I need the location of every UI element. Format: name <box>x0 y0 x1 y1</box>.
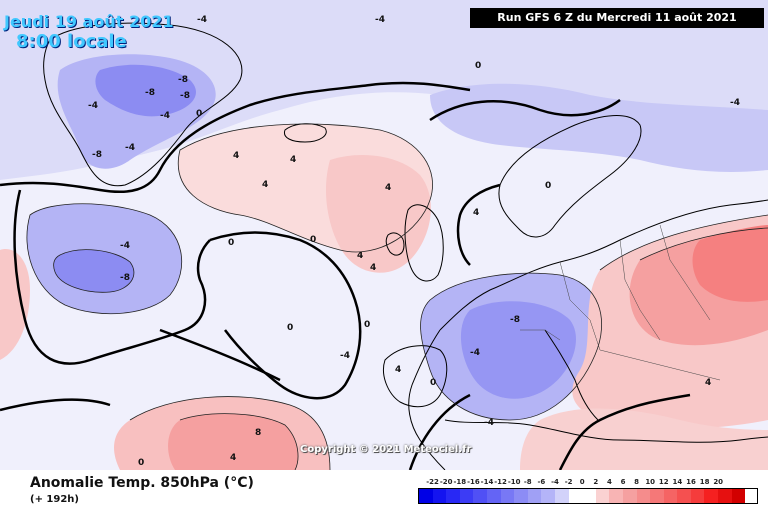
contour-label: 4 <box>290 155 296 165</box>
forecast-date: Jeudi 19 août 2021 <box>4 12 174 31</box>
scale-tick-label: 14 <box>672 478 683 486</box>
contour-label: 0 <box>430 378 436 388</box>
contour-label: -4 <box>340 351 350 361</box>
contour-label: 0 <box>138 458 144 468</box>
scale-tick-label: -4 <box>551 478 559 486</box>
model-run-banner: Run GFS 6 Z du Mercredi 11 août 2021 <box>470 8 764 28</box>
contour-label: -8 <box>145 88 155 98</box>
contour-label: 0 <box>310 235 316 245</box>
scale-swatch <box>622 489 637 503</box>
anomaly-map: -4 -4 0 -8 -8 -8 -4 -4 0 -4 -8 -4 0 4 4 … <box>0 0 768 470</box>
scale-tick-label: 6 <box>620 478 626 486</box>
contour-label: -4 <box>120 241 130 251</box>
scale-tick-label: 8 <box>634 478 640 486</box>
scale-swatch <box>609 489 623 503</box>
contour-label: 4 <box>357 251 363 261</box>
scale-bar <box>418 488 758 504</box>
contour-label: 8 <box>255 428 261 438</box>
contour-label: 0 <box>287 323 293 333</box>
scale-swatch <box>595 489 610 503</box>
scale-swatch <box>541 489 555 503</box>
contour-label: 0 <box>196 109 202 119</box>
contour-label: -8 <box>120 273 130 283</box>
contour-label: -4 <box>160 111 170 121</box>
scale-swatch <box>419 489 433 503</box>
scale-tick-label: 12 <box>658 478 669 486</box>
scale-tick-label: -2 <box>564 478 573 486</box>
scale-swatch <box>568 489 583 503</box>
copyright-watermark: Copyright © 2021 Meteociel.fr <box>300 444 472 455</box>
contour-label: -4 <box>730 98 740 108</box>
scale-swatch <box>663 489 678 503</box>
contour-label: -4 <box>375 15 385 25</box>
scale-tick-label: 18 <box>699 478 710 486</box>
map-title: Anomalie Temp. 850hPa (°C) <box>30 475 254 491</box>
scale-tick-label: 16 <box>686 478 696 486</box>
scale-swatch <box>582 489 596 503</box>
contour-label: 4 <box>473 208 479 218</box>
contour-label: 4 <box>262 180 268 190</box>
scale-swatch <box>636 489 651 503</box>
scale-tick-label: 10 <box>645 478 656 486</box>
scale-swatch <box>500 489 515 503</box>
scale-swatch <box>446 489 460 503</box>
scale-swatch <box>718 489 732 503</box>
contour-label: 4 <box>230 453 236 463</box>
contour-label: 4 <box>705 378 711 388</box>
contour-label: 4 <box>385 183 391 193</box>
contour-label: -4 <box>484 418 494 428</box>
forecast-time-label: Jeudi 19 août 2021 8:00 locale <box>4 12 173 52</box>
contour-label: 4 <box>370 263 376 273</box>
map-footer: Anomalie Temp. 850hPa (°C) (+ 192h) -22-… <box>0 470 768 512</box>
forecast-local-time: 8:00 locale <box>16 31 127 52</box>
scale-swatch <box>704 489 719 503</box>
scale-swatch <box>527 489 542 503</box>
scale-tick-label: 20 <box>713 478 724 486</box>
scale-swatch <box>554 489 569 503</box>
contour-label: 0 <box>475 61 481 71</box>
scale-tick-label: 0 <box>579 478 585 486</box>
contour-label: 4 <box>395 365 401 375</box>
scale-labels: -22 -20 -18 -16 -14 -12 -10 -8 -6 -4 -2 0 2 4 6 8 10 12 14… <box>418 478 758 488</box>
contour-label: 4 <box>233 151 239 161</box>
scale-tick-label: 4 <box>606 478 612 486</box>
scale-tick-label: -12 <box>494 478 507 486</box>
scale-swatch <box>731 489 746 503</box>
contour-label: -4 <box>470 348 480 358</box>
scale-tick-label: -6 <box>537 478 546 486</box>
scale-swatch <box>486 489 501 503</box>
contour-label: -8 <box>178 75 188 85</box>
scale-swatch <box>677 489 691 503</box>
scale-swatch <box>514 489 528 503</box>
contour-label: -8 <box>92 150 102 160</box>
scale-swatch <box>432 489 447 503</box>
scale-swatch <box>650 489 664 503</box>
scale-tick-label: 2 <box>593 478 599 486</box>
scale-tick-label: -8 <box>523 478 532 486</box>
scale-tick-label: -22 <box>426 478 439 486</box>
color-scale-legend: -22 -20 -18 -16 -14 -12 -10 -8 -6 -4 -2 0 2 4 6 8 10 12 14… <box>418 478 758 504</box>
scale-tick-label: -18 <box>453 478 467 486</box>
scale-tick-label: -20 <box>439 478 453 486</box>
contour-label: -8 <box>180 91 190 101</box>
contour-label: -4 <box>197 15 207 25</box>
scale-swatch <box>473 489 487 503</box>
scale-swatch <box>690 489 705 503</box>
scale-tick-label: -14 <box>480 478 494 486</box>
scale-swatch <box>459 489 474 503</box>
contour-label: 0 <box>545 181 551 191</box>
contour-label: -4 <box>88 101 98 111</box>
contour-label: 0 <box>228 238 234 248</box>
contour-label: 0 <box>364 320 370 330</box>
contour-labels: -4 -4 0 -8 -8 -8 -4 -4 0 -4 -8 -4 0 4 4 … <box>88 15 740 468</box>
scale-tick-label: -10 <box>507 478 521 486</box>
scale-tick-label: -16 <box>467 478 480 486</box>
contour-label: -8 <box>510 315 520 325</box>
forecast-lead-time: (+ 192h) <box>30 494 79 505</box>
contour-label: -4 <box>125 143 135 153</box>
